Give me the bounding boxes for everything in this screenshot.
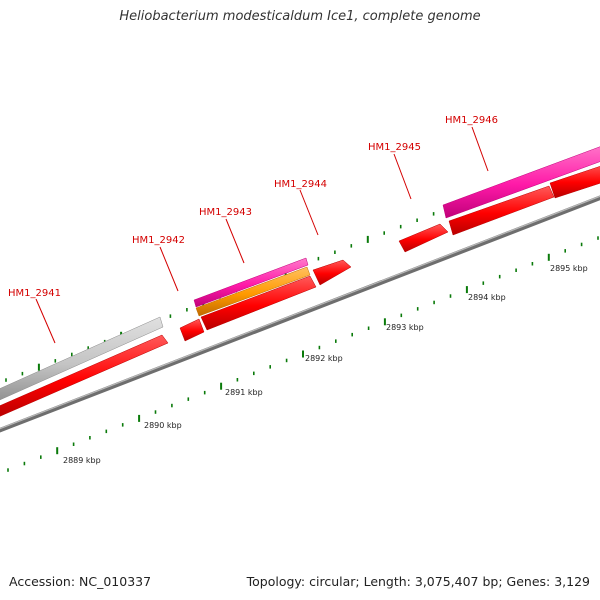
scale-label-2894: 2894 kbp xyxy=(468,293,506,302)
gene-block-hm1-2945[interactable] xyxy=(398,223,449,253)
scale-label-2892: 2892 kbp xyxy=(305,354,343,363)
tick-row-lower xyxy=(7,236,599,472)
gene-label-hm1-2943[interactable]: HM1_2943 xyxy=(199,207,252,218)
gene-block-hm1-2943-cds[interactable] xyxy=(200,275,317,331)
scale-label-2895: 2895 kbp xyxy=(550,264,588,273)
scale-labels: 2889 kbp 2890 kbp 2891 kbp 2892 kbp 2893… xyxy=(63,264,588,465)
scale-label-2889: 2889 kbp xyxy=(63,456,101,465)
accession-text: Accession: NC_010337 xyxy=(9,574,152,589)
gene-label-hm1-2945[interactable]: HM1_2945 xyxy=(368,142,421,153)
gene-block-grey[interactable] xyxy=(0,316,164,403)
page-title: Heliobacterium modesticaldum Ice1, compl… xyxy=(119,9,481,24)
gene-label-hm1-2942[interactable]: HM1_2942 xyxy=(132,235,185,246)
scale-label-2891: 2891 kbp xyxy=(225,388,263,397)
genome-summary-text: Topology: circular; Length: 3,075,407 bp… xyxy=(246,574,590,589)
gene-labels: HM1_2941 HM1_2942 HM1_2943 HM1_2944 HM1_… xyxy=(8,115,498,299)
gene-block-hm1-2946-gene[interactable] xyxy=(442,143,600,219)
gene-features xyxy=(0,143,600,418)
gene-label-hm1-2944[interactable]: HM1_2944 xyxy=(274,179,327,190)
gene-block-hm1-2943-rna[interactable] xyxy=(195,266,311,317)
scale-label-2890: 2890 kbp xyxy=(144,421,182,430)
scale-label-2893: 2893 kbp xyxy=(386,323,424,332)
genome-backbone xyxy=(0,195,600,433)
gene-block-hm1-2941[interactable] xyxy=(0,334,169,418)
gene-label-hm1-2946[interactable]: HM1_2946 xyxy=(445,115,498,126)
gene-block-hm1-2943-gene[interactable] xyxy=(193,257,309,308)
genome-backbone-highlight xyxy=(0,195,600,430)
gene-block-hm1-2946-cds[interactable] xyxy=(448,185,555,236)
gene-block-hm1-2944[interactable] xyxy=(312,259,352,286)
gene-block-next[interactable] xyxy=(549,163,600,199)
gene-label-hm1-2941[interactable]: HM1_2941 xyxy=(8,288,61,299)
gene-label-leaders xyxy=(35,126,489,344)
gene-block-hm1-2942[interactable] xyxy=(179,318,205,342)
